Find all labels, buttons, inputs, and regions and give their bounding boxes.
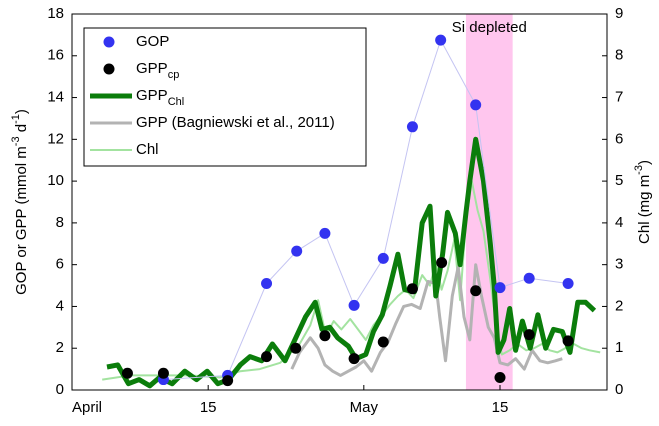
y2-tick-label: 7 — [615, 89, 623, 106]
legend-name: GPP — [136, 60, 168, 77]
data-point — [348, 299, 360, 311]
y-axis-label: GOP or GPP (mmol m-3 d-1) — [10, 109, 30, 295]
y-axis-label-part: d — [13, 124, 30, 137]
y2-axis-label-part: ) — [636, 160, 653, 165]
y2-tick-label: 0 — [615, 381, 623, 398]
data-point — [319, 330, 331, 342]
series-line — [102, 180, 601, 381]
x-tick-label: 15 — [492, 399, 509, 416]
y-tick-label: 0 — [56, 381, 64, 398]
data-point — [406, 121, 418, 133]
x-tick-label: April — [72, 399, 102, 416]
legend-name: GOP — [136, 33, 169, 50]
data-point — [470, 99, 482, 111]
data-point — [222, 375, 234, 387]
y2-tick-label: 9 — [615, 5, 623, 22]
legend-name: Chl — [136, 141, 159, 158]
data-point — [377, 336, 389, 348]
data-point — [348, 353, 360, 365]
data-point — [290, 342, 302, 354]
data-point — [121, 367, 133, 379]
data-point — [562, 335, 574, 347]
y2-tick-label: 6 — [615, 130, 623, 147]
data-point — [261, 351, 273, 363]
legend-label: GPP (Bagniewski et al., 2011) — [136, 114, 335, 131]
data-point — [377, 252, 389, 264]
legend-sub: Chl — [168, 96, 185, 108]
data-point — [319, 227, 331, 239]
data-point — [494, 282, 506, 294]
y2-tick-label: 8 — [615, 47, 623, 64]
legend-label: GOP — [136, 33, 169, 50]
y-tick-label: 12 — [47, 130, 64, 147]
y-tick-label: 16 — [47, 47, 64, 64]
data-point — [523, 272, 535, 284]
y2-tick-label: 3 — [615, 256, 623, 273]
y-tick-label: 18 — [47, 5, 64, 22]
data-point — [291, 245, 303, 257]
data-point — [435, 34, 447, 46]
legend-label: Chl — [136, 141, 159, 158]
legend-marker — [103, 63, 115, 75]
y2-tick-label: 4 — [615, 214, 623, 231]
y-tick-label: 10 — [47, 172, 64, 189]
legend-sub: cp — [168, 69, 180, 81]
data-point — [261, 277, 273, 289]
legend-name: GPP (Bagniewski et al., 2011) — [136, 114, 335, 131]
x-tick-label: 15 — [200, 399, 217, 416]
y-axis-label-part: -3 — [10, 136, 22, 146]
y-tick-label: 8 — [56, 214, 64, 231]
legend-box — [83, 27, 367, 167]
y2-axis-label-part: Chl (mg m — [636, 175, 653, 244]
y2-tick-label: 5 — [615, 172, 623, 189]
legend-label: GPPChl — [136, 87, 184, 108]
y2-tick-label: 1 — [615, 339, 623, 356]
data-point — [436, 257, 448, 269]
data-point — [470, 285, 482, 297]
data-point — [562, 277, 574, 289]
y2-axis-label-part: -3 — [633, 165, 645, 175]
data-point — [406, 283, 418, 295]
y-axis-label-part: ) — [13, 109, 30, 114]
y-axis-label-part: -1 — [10, 114, 22, 124]
data-point — [157, 367, 169, 379]
shaded-label: Si depleted — [452, 19, 527, 36]
y-tick-label: 4 — [56, 297, 64, 314]
legend-marker — [103, 36, 115, 48]
y-tick-label: 14 — [47, 89, 64, 106]
data-point — [494, 371, 506, 383]
y-axis-label-part: GOP or GPP (mmol m — [13, 146, 30, 295]
legend-label: GPPcp — [136, 60, 179, 81]
legend-name: GPP — [136, 87, 168, 104]
series-line — [106, 136, 597, 389]
y2-axis-label: Chl (mg m-3) — [633, 160, 653, 244]
plot-frame — [71, 13, 608, 391]
y2-tick-label: 2 — [615, 297, 623, 314]
y-tick-label: 2 — [56, 339, 64, 356]
series-line — [290, 263, 563, 377]
data-point — [523, 329, 535, 341]
y-tick-label: 6 — [56, 256, 64, 273]
x-tick-label: May — [350, 399, 379, 416]
